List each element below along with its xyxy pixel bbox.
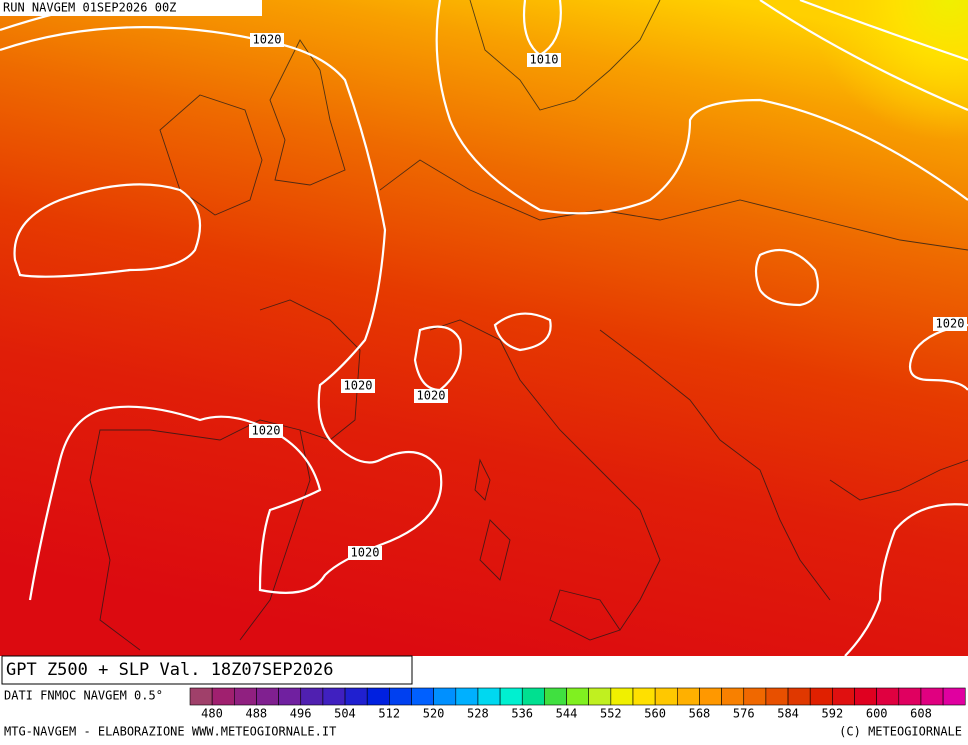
swatch bbox=[765, 687, 789, 706]
swatch bbox=[566, 687, 589, 706]
swatch bbox=[787, 687, 811, 706]
isobar-label-bg bbox=[348, 546, 382, 560]
swatch bbox=[809, 687, 833, 706]
swatch bbox=[654, 687, 678, 706]
title-box bbox=[1, 655, 413, 685]
swatch bbox=[278, 687, 302, 706]
colorbar-tick-label: 544 bbox=[556, 707, 578, 721]
isobar-label-bg bbox=[414, 389, 448, 403]
swatch bbox=[521, 687, 545, 706]
swatch bbox=[832, 687, 855, 706]
swatch bbox=[499, 687, 523, 706]
isobar-label: 1010 bbox=[530, 53, 559, 67]
isobar-label-bg bbox=[250, 33, 284, 47]
swatch bbox=[676, 687, 700, 706]
swatch bbox=[344, 687, 368, 706]
colorbar-tick-label: 496 bbox=[290, 707, 312, 721]
swatch bbox=[189, 687, 213, 706]
swatch bbox=[411, 687, 434, 706]
colorbar-tick-label: 480 bbox=[201, 707, 223, 721]
run-label: RUN NAVGEM 01SEP2026 00Z bbox=[3, 1, 176, 15]
swatch bbox=[632, 687, 656, 706]
colorbar-tick-label: 560 bbox=[644, 707, 666, 721]
swatch bbox=[300, 687, 324, 706]
swatch bbox=[477, 687, 501, 706]
swatch bbox=[366, 687, 390, 706]
run-box bbox=[0, 0, 262, 16]
swatch bbox=[256, 687, 279, 706]
map bbox=[0, 0, 968, 657]
colorbar-tick-label: 504 bbox=[334, 707, 356, 721]
colorbar-tick-label: 592 bbox=[822, 707, 844, 721]
swatch bbox=[920, 687, 944, 706]
swatch bbox=[588, 687, 612, 706]
swatch bbox=[721, 687, 745, 706]
swatch bbox=[322, 687, 346, 706]
isobar-label: 1020 bbox=[936, 317, 965, 331]
swatch bbox=[433, 687, 457, 706]
isobar-label-bg bbox=[341, 379, 375, 393]
credit-right: (C) METEOGIORNALE bbox=[839, 725, 962, 739]
colorbar-tick-label: 536 bbox=[511, 707, 533, 721]
swatch bbox=[942, 687, 966, 706]
isobar-label-bg bbox=[249, 424, 283, 438]
credit-left: MTG-NAVGEM - ELABORAZIONE WWW.METEOGIORN… bbox=[4, 725, 336, 739]
swatch bbox=[876, 687, 900, 706]
colorbar-tick-label: 512 bbox=[378, 707, 400, 721]
source: DATI FNMOC NAVGEM 0.5° bbox=[4, 689, 163, 703]
swatch bbox=[455, 687, 479, 706]
isobar-label: 1020 bbox=[252, 424, 281, 438]
colorbar-tick-label: 552 bbox=[600, 707, 622, 721]
swatch bbox=[699, 687, 722, 706]
isobar-label: 1020 bbox=[417, 389, 446, 403]
swatch bbox=[544, 687, 567, 706]
swatch bbox=[211, 687, 235, 706]
isobar-label: 1020 bbox=[351, 546, 380, 560]
colorbar-tick-label: 528 bbox=[467, 707, 489, 721]
colorbar-tick-label: 584 bbox=[777, 707, 799, 721]
colorbar-tick-label: 608 bbox=[910, 707, 932, 721]
footer-title: GPT Z500 + SLP Val. 18Z07SEP2026 bbox=[6, 660, 334, 680]
swatch bbox=[898, 687, 922, 706]
colorbar-tick-label: 576 bbox=[733, 707, 755, 721]
swatch bbox=[389, 687, 412, 706]
swatch bbox=[743, 687, 767, 706]
isobar-labels: 1020 1010 1020 1020 1020 1020 1020 bbox=[249, 33, 967, 560]
colorbar-tick-label: 488 bbox=[245, 707, 267, 721]
colorbar: 480 488 496 504 512 520 528 536 544 552 560 568 576 5… bbox=[189, 687, 966, 721]
swatch bbox=[854, 687, 877, 706]
isobar-label-bg bbox=[933, 317, 967, 331]
swatch bbox=[610, 687, 634, 706]
colorbar-tick-label: 600 bbox=[866, 707, 888, 721]
isobar-label-bg bbox=[527, 53, 561, 67]
colorbar-tick-label: 520 bbox=[423, 707, 445, 721]
swatch bbox=[234, 687, 257, 706]
colorbar-tick-label: 568 bbox=[689, 707, 711, 721]
isobar-label: 1020 bbox=[344, 379, 373, 393]
isobar-label: 1020 bbox=[253, 33, 282, 47]
